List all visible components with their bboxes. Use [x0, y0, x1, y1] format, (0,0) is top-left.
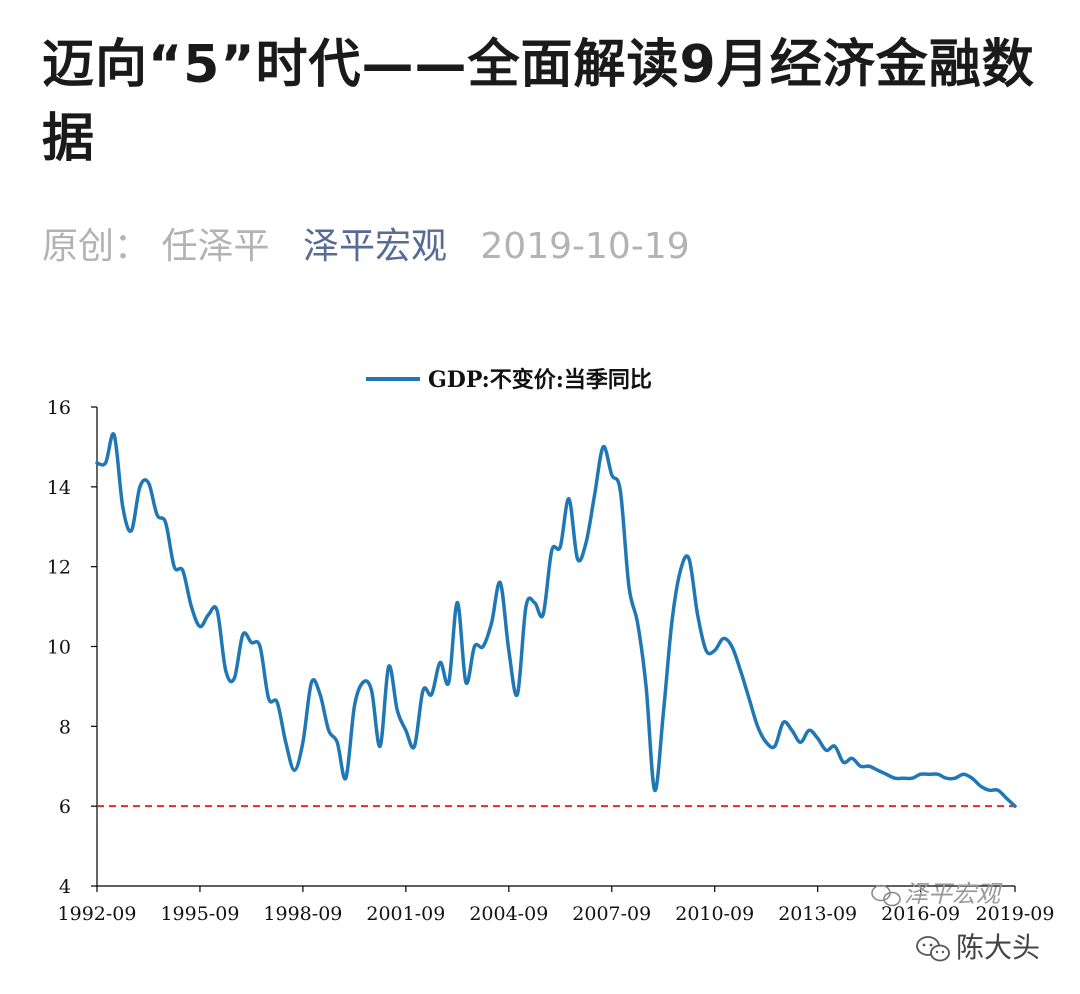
y-tick-label: 8: [59, 716, 71, 738]
x-tick-label: 2016-09: [881, 903, 960, 925]
x-tick-label: 2019-09: [976, 903, 1055, 925]
original-label: 原创： 任泽平: [42, 226, 270, 267]
x-tick-label: 2001-09: [366, 903, 445, 925]
x-tick-label: 2004-09: [469, 903, 548, 925]
y-tick-label: 12: [47, 557, 71, 579]
y-axis-ticks: 4 6 8 10 12 14 16: [47, 397, 97, 898]
x-axis-ticks: 1992-09 1995-09 1998-09 2001-09 2004-09 2007-…: [58, 886, 1055, 925]
article-meta: 原创： 任泽平 泽平宏观 2019-10-19: [42, 222, 712, 272]
x-tick-label: 2013-09: [778, 903, 857, 925]
x-tick-label: 2007-09: [572, 903, 651, 925]
account-link[interactable]: 泽平宏观: [302, 226, 447, 267]
article-title: 迈向“5”时代——全面解读9月经济金融数据: [42, 35, 1035, 169]
x-tick-label: 1995-09: [160, 903, 239, 925]
x-tick-label: 2010-09: [675, 903, 754, 925]
series-line-gdp: [95, 432, 1017, 808]
y-tick-label: 16: [47, 397, 71, 419]
chart-watermark-text: 泽平宏观: [904, 880, 1003, 908]
y-tick-label: 10: [47, 637, 71, 659]
author-name: 任泽平: [161, 226, 270, 267]
publish-date: 2019-10-19: [480, 226, 690, 267]
repost-name: 陈大头: [956, 931, 1041, 964]
wechat-icon: [916, 936, 950, 962]
x-tick-label: 1998-09: [263, 903, 342, 925]
repost-watermark: 陈大头: [916, 926, 1040, 966]
legend-label: GDP:不变价:当季同比: [428, 367, 652, 393]
y-tick-label: 14: [47, 477, 71, 499]
x-tick-label: 1992-09: [58, 903, 137, 925]
axes: [96, 407, 1015, 887]
y-tick-label: 6: [59, 796, 71, 818]
y-tick-label: 4: [59, 876, 71, 898]
chart-watermark: 泽平宏观: [871, 880, 1003, 908]
chart-legend: GDP:不变价:当季同比: [366, 367, 652, 393]
wechat-icon: [871, 884, 901, 907]
